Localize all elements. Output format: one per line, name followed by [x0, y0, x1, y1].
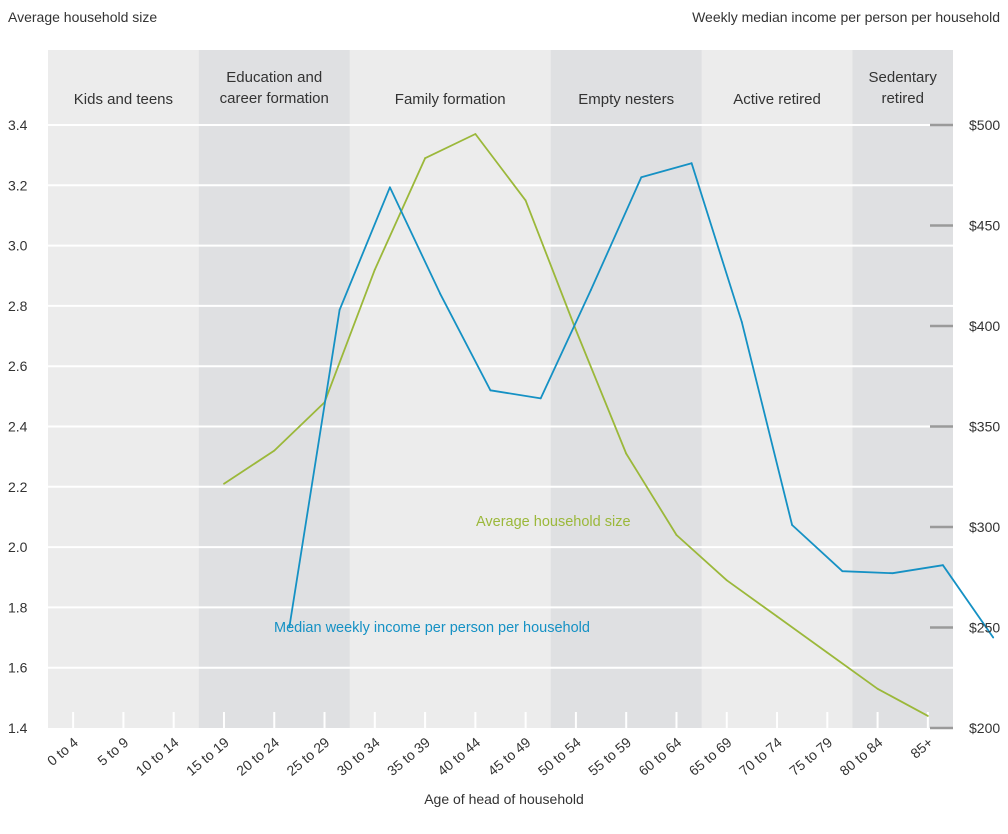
y-tick-label: 2.8: [8, 298, 28, 314]
phase-bands: [198, 50, 953, 728]
y-tick-label: 1.6: [8, 660, 28, 676]
x-tick-label: 70 to 74: [736, 734, 785, 779]
x-axis-tick-labels: 0 to 4 5 to 9 10 to 14 15 to 19 20 to 24 25 t…: [44, 734, 936, 779]
x-axis-ticks: [72, 712, 929, 728]
data-point: [439, 292, 442, 295]
data-point: [841, 570, 844, 573]
x-tick-label: 75 to 79: [786, 734, 835, 779]
y-axis-title: Average household size: [8, 9, 157, 25]
y2-tick-label: $450: [969, 218, 1000, 234]
gridlines: [48, 124, 953, 669]
data-point: [539, 397, 542, 400]
data-point: [373, 268, 376, 271]
y-tick-label: 2.2: [8, 479, 28, 495]
x-tick-label: 30 to 34: [334, 734, 383, 779]
x-tick-label: 20 to 24: [233, 734, 282, 779]
series-lines: [223, 133, 995, 717]
y-tick-label: 2.6: [8, 358, 28, 374]
y-tick-label: 2.0: [8, 539, 28, 555]
x-tick-label: 50 to 54: [535, 734, 584, 779]
x-tick-label: 35 to 39: [384, 734, 433, 779]
data-point: [474, 133, 477, 135]
data-point: [640, 176, 643, 179]
x-tick-label: 85+: [907, 734, 935, 762]
y-tick-label: 1.4: [8, 720, 28, 736]
x-tick-label: 80 to 84: [836, 734, 885, 779]
data-point: [776, 615, 778, 618]
x-tick-label: 0 to 4: [44, 734, 81, 769]
phase-label: Education and: [226, 69, 322, 86]
x-tick-label: 10 to 14: [133, 734, 182, 779]
y2-tick-label: $400: [969, 318, 1000, 334]
x-axis-title: Age of head of household: [424, 791, 584, 807]
data-point: [725, 579, 728, 582]
y-tick-label: 3.2: [8, 177, 28, 193]
data-point: [791, 524, 794, 526]
phase-label: Active retired: [733, 91, 821, 108]
phase-label: career formation: [220, 90, 329, 107]
data-point: [288, 626, 291, 629]
data-point: [489, 389, 492, 392]
phase-label: Family formation: [395, 91, 506, 108]
data-point: [223, 482, 225, 485]
phase-label: Kids and teens: [74, 91, 173, 108]
data-point: [524, 199, 527, 202]
data-point: [992, 636, 995, 639]
phase-labels: Kids and teens Education and career format…: [74, 69, 938, 108]
x-tick-label: 60 to 64: [635, 734, 684, 779]
y2-axis-title: Weekly median income per person per hous…: [692, 9, 1000, 25]
data-point: [942, 564, 944, 567]
data-point: [273, 449, 276, 452]
series-label-median-income: Median weekly income per person per hous…: [274, 620, 590, 636]
x-tick-label: 55 to 59: [585, 734, 634, 779]
x-tick-label: 45 to 49: [485, 734, 534, 779]
data-point: [675, 534, 678, 536]
data-point: [891, 572, 894, 575]
data-point: [338, 309, 341, 311]
phase-band: [198, 50, 350, 728]
data-point: [590, 288, 592, 291]
data-point: [575, 329, 577, 331]
data-point: [876, 687, 879, 690]
data-point: [926, 715, 929, 717]
x-tick-label: 25 to 29: [283, 734, 332, 779]
data-point: [826, 651, 829, 654]
y-tick-label: 2.4: [8, 419, 28, 435]
data-point: [740, 321, 743, 323]
data-point: [625, 452, 628, 455]
data-point: [690, 162, 693, 165]
y-tick-label: 3.4: [8, 117, 28, 133]
series-label-household-size: Average household size: [476, 514, 631, 530]
phase-band: [852, 50, 953, 728]
phase-band: [550, 50, 702, 728]
phase-label: Empty nesters: [578, 91, 674, 108]
x-tick-label: 5 to 9: [94, 734, 131, 769]
y2-tick-label: $200: [969, 720, 1000, 736]
y-tick-label: 1.8: [8, 599, 28, 615]
data-point: [388, 186, 391, 189]
y2-axis-tick-labels: $200 $250 $300 $350 $400 $450 $500: [930, 117, 1000, 736]
phase-label: retired: [881, 90, 924, 107]
y-axis-tick-labels: 1.4 1.6 1.8 2.0 2.2 2.4 2.6 2.8 3.0 3.2 3.4: [8, 117, 28, 736]
phase-label: Sedentary: [869, 69, 938, 86]
y2-tick-label: $350: [969, 419, 1000, 435]
x-tick-label: 15 to 19: [183, 734, 232, 779]
y2-tick-label: $500: [969, 117, 1000, 133]
y2-tick-label: $250: [969, 620, 1000, 636]
y-tick-label: 3.0: [8, 238, 28, 254]
y2-tick-label: $300: [969, 519, 1000, 535]
x-tick-label: 65 to 69: [686, 734, 735, 779]
x-tick-label: 40 to 44: [434, 734, 483, 779]
data-point: [424, 157, 426, 160]
